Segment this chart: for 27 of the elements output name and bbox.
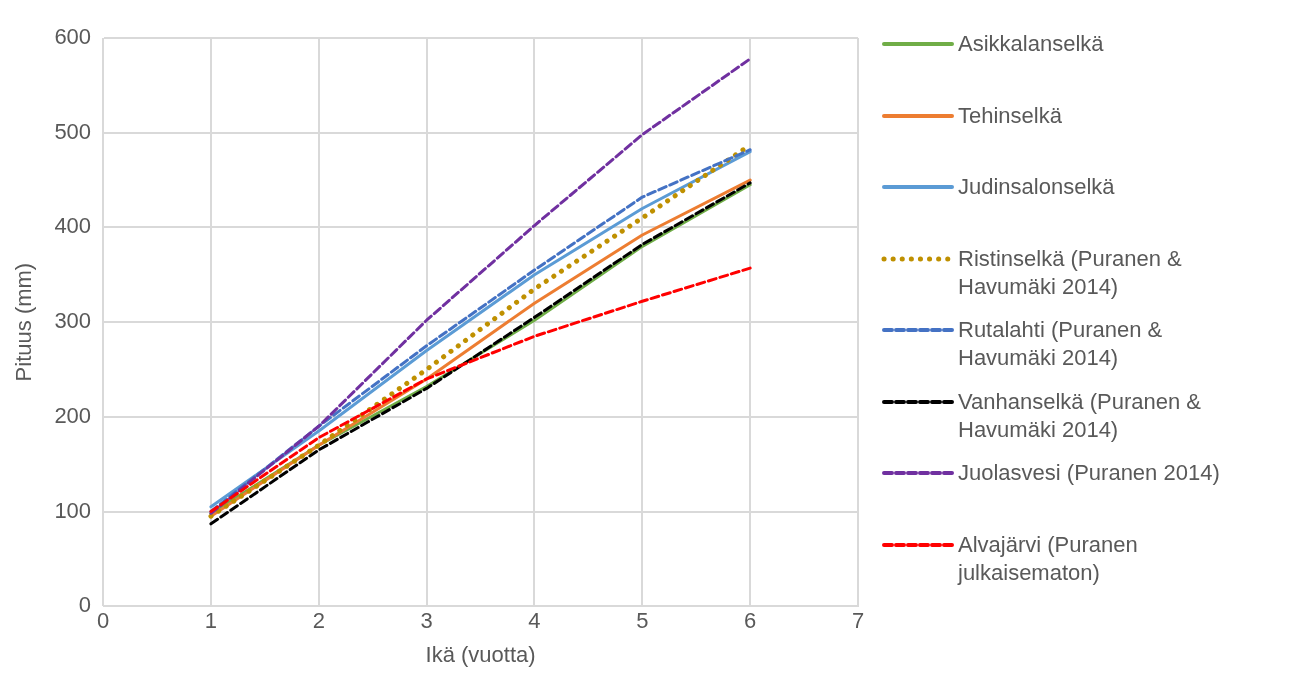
legend-label: Tehinselkä: [958, 101, 1062, 130]
y-tick-label: 0: [78, 592, 92, 618]
y-tick-label: 400: [54, 213, 92, 239]
x-tick-label: 7: [851, 608, 865, 634]
legend-label: Rutalahti (Puranen & Havumäki 2014): [958, 316, 1164, 372]
legend-label: Juolasvesi (Puranen 2014): [958, 459, 1220, 487]
line-series: [209, 57, 752, 515]
y-tick-label: 500: [54, 118, 92, 144]
x-tick-label: 4: [528, 608, 541, 634]
y-tick-label: 100: [54, 497, 92, 523]
x-tick-label: 0: [96, 608, 110, 634]
x-tick-label: 3: [420, 608, 433, 634]
y-tick-label: 200: [54, 402, 92, 428]
legend-label: Judinsalonselkä: [958, 173, 1115, 201]
x-tick-label: 6: [744, 608, 757, 634]
y-tick-label: 600: [54, 24, 92, 50]
legend-label: Ristinselkä (Puranen & Havumäki 2014): [958, 244, 1183, 301]
y-tick-label: 300: [54, 308, 92, 334]
line-series: [209, 266, 752, 513]
y-axis-title: Pituus (mm): [11, 262, 37, 382]
x-tick-label: 1: [204, 608, 218, 634]
x-axis-title: Ikä (vuotta): [425, 641, 536, 667]
legend-label: Asikkalanselkä: [958, 30, 1104, 58]
legend-label: Vanhanselkä (Puranen & Havumäki 2014): [958, 387, 1202, 444]
x-tick-label: 2: [312, 608, 325, 634]
x-tick-label: 5: [636, 608, 649, 634]
legend-label: Alvajärvi (Puranen julkaisematon): [958, 530, 1139, 587]
